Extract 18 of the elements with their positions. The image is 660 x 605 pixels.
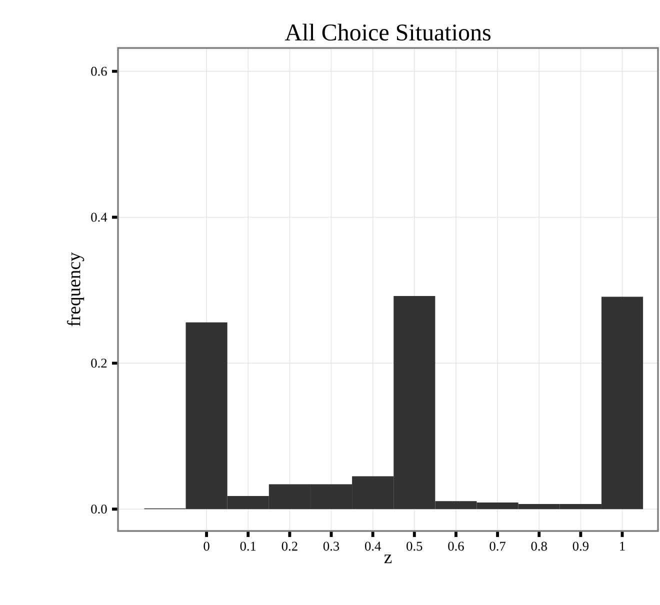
x-axis-title: z <box>384 554 392 564</box>
x-tick-label: 0.8 <box>531 542 547 551</box>
x-tick-label: 0.6 <box>448 542 464 551</box>
y-tick-label: 0.2 <box>91 358 107 368</box>
x-tick-label: 1 <box>620 542 625 550</box>
x-tick-label: 0.3 <box>323 542 340 551</box>
x-tick-label: 0.7 <box>490 542 506 551</box>
y-tick-label: 0.6 <box>91 66 107 76</box>
x-tick-label: 0.4 <box>365 542 381 551</box>
x-tick-label: 0.9 <box>572 542 588 551</box>
y-tick-label: 0.4 <box>91 212 108 222</box>
x-tick-label: 0.1 <box>240 542 256 551</box>
y-axis-title: frequency <box>66 252 84 326</box>
x-tick-label: 0 <box>204 542 210 551</box>
chart-title: All Choice Situations <box>284 24 490 41</box>
y-tick-label: 0.0 <box>91 504 107 514</box>
x-tick-label: 0.2 <box>282 542 298 551</box>
x-tick-label: 0.5 <box>406 542 422 551</box>
